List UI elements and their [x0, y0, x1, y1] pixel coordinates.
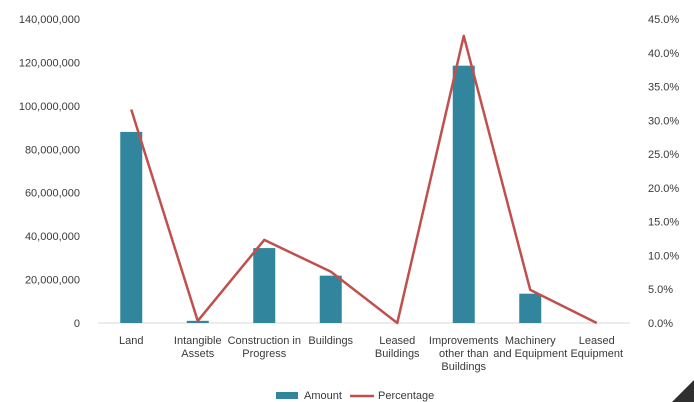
- amount-bar: [120, 131, 143, 323]
- legend: Amount Percentage: [276, 390, 434, 402]
- category-label-line: Intangible: [174, 335, 222, 347]
- corner-triangle: [672, 380, 694, 402]
- legend-swatch-amount: [276, 392, 298, 399]
- category-label: Buildings: [308, 335, 353, 347]
- category-label-line: Machinery: [505, 335, 556, 347]
- category-label: Improvements other than Buildings: [429, 335, 499, 373]
- right-tick-label: 10.0%: [648, 250, 679, 262]
- category-label-line: Buildings: [308, 335, 353, 347]
- percentage-series-line: [130, 34, 598, 325]
- category-label-line: and Equipment: [493, 348, 567, 360]
- category-label: Construction in Progress: [228, 335, 301, 360]
- right-tick-label: 20.0%: [648, 183, 679, 195]
- category-label: Intangible Assets: [174, 335, 222, 360]
- right-tick-label: 0.0%: [648, 318, 673, 330]
- category-label-line: Buildings: [375, 348, 420, 360]
- left-tick-label: 40,000,000: [25, 231, 80, 243]
- amount-bars: [120, 65, 542, 323]
- amount-bar: [319, 275, 342, 323]
- left-tick-label: 120,000,000: [19, 57, 80, 69]
- right-axis-ticks: 0.0% 5.0% 10.0% 15.0% 20.0% 25.0% 30.0% 35.0% 40…: [648, 14, 679, 330]
- amount-bar: [253, 248, 276, 323]
- category-label-line: Land: [119, 335, 143, 347]
- amount-bar: [519, 293, 542, 323]
- left-tick-label: 0: [74, 318, 80, 330]
- left-axis-ticks: 0 20,000,000 40,000,000 60,000,000 80,000,00…: [19, 14, 80, 330]
- legend-label-percentage: Percentage: [378, 390, 434, 402]
- category-label-line: Leased: [379, 335, 415, 347]
- right-tick-label: 25.0%: [648, 149, 679, 161]
- left-tick-label: 60,000,000: [25, 188, 80, 200]
- right-tick-label: 5.0%: [648, 284, 673, 296]
- category-label-line: Progress: [242, 348, 287, 360]
- right-tick-label: 15.0%: [648, 217, 679, 229]
- left-tick-label: 20,000,000: [25, 275, 80, 287]
- category-label: Land: [119, 335, 143, 347]
- right-tick-label: 45.0%: [648, 14, 679, 26]
- right-tick-label: 40.0%: [648, 48, 679, 60]
- category-label-line: Leased: [579, 335, 615, 347]
- left-tick-label: 100,000,000: [19, 101, 80, 113]
- category-label-line: Equipment: [570, 348, 623, 360]
- category-label-line: Improvements: [429, 335, 499, 347]
- category-label-line: Buildings: [441, 361, 486, 373]
- category-label-line: Assets: [181, 348, 215, 360]
- amount-bar: [452, 65, 475, 323]
- right-tick-label: 30.0%: [648, 115, 679, 127]
- category-label-line: other than: [439, 348, 489, 360]
- left-tick-label: 80,000,000: [25, 144, 80, 156]
- percentage-line: [130, 34, 598, 325]
- category-label: Leased Buildings: [375, 335, 420, 360]
- category-label: Machinery and Equipment: [493, 335, 567, 360]
- category-label-line: Construction in: [228, 335, 301, 347]
- legend-label-amount: Amount: [304, 390, 342, 402]
- right-tick-label: 35.0%: [648, 82, 679, 94]
- left-tick-label: 140,000,000: [19, 14, 80, 26]
- category-label: Leased Equipment: [570, 335, 623, 360]
